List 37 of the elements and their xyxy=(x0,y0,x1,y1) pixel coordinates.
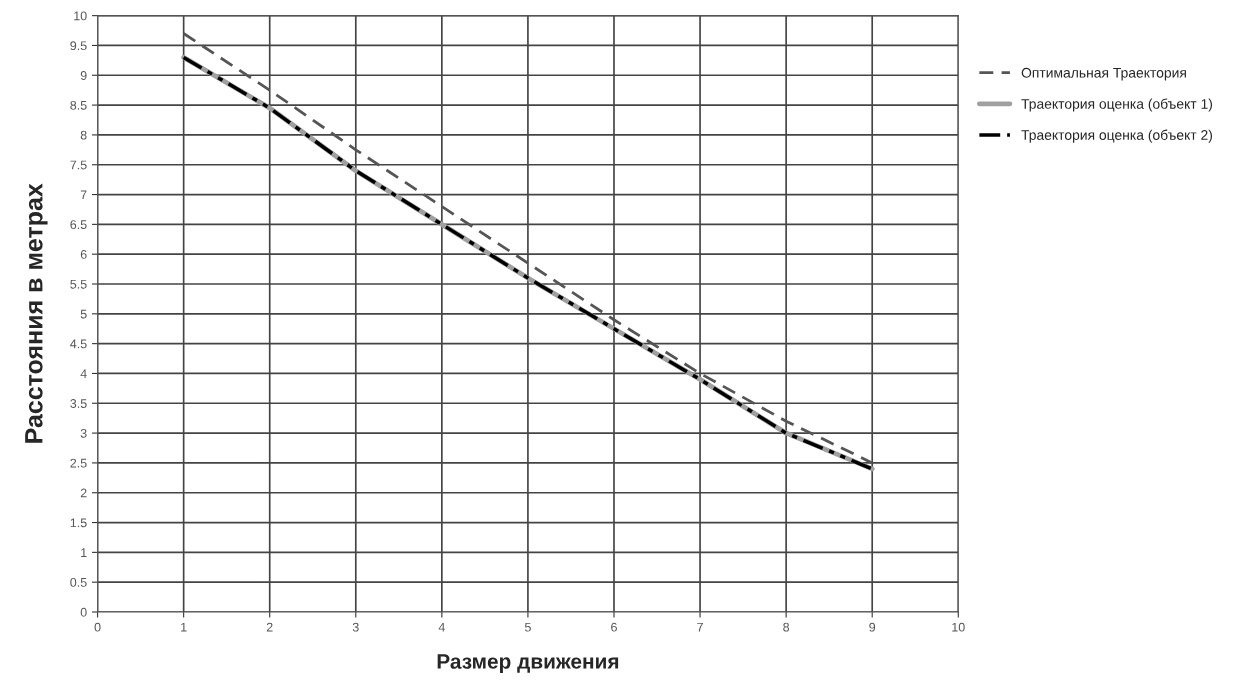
x-tick-label: 9 xyxy=(869,622,876,632)
y-tick-label: 2 xyxy=(80,488,87,498)
x-tick-label: 7 xyxy=(697,622,703,632)
y-tick-label: 1.5 xyxy=(70,518,87,528)
legend-label: Траектория оценка (объект 2) xyxy=(1021,129,1213,143)
y-tick-label: 5 xyxy=(80,309,87,319)
y-tick-label: 8.5 xyxy=(70,100,87,110)
y-tick-label: 6 xyxy=(80,249,87,259)
y-tick-label: 0.5 xyxy=(70,577,87,587)
x-tick-label: 0 xyxy=(94,622,101,632)
y-tick-label: 4.5 xyxy=(70,339,87,349)
y-tick-label: 10 xyxy=(74,11,87,21)
y-tick-label: 7 xyxy=(80,190,87,200)
y-tick-label: 9 xyxy=(80,71,87,80)
x-tick-label: 5 xyxy=(524,622,531,632)
y-tick-label: 8 xyxy=(80,130,87,140)
x-tick-label: 10 xyxy=(952,622,965,632)
x-tick-label: 6 xyxy=(611,622,617,632)
legend-label: Оптимальная Траектория xyxy=(1021,67,1186,81)
y-tick-label: 2.5 xyxy=(70,458,87,468)
x-tick-label: 3 xyxy=(352,622,359,632)
y-tick-label: 6.5 xyxy=(70,220,87,230)
y-tick-label: 0 xyxy=(80,607,87,617)
x-axis-title: Размер движения xyxy=(437,654,619,673)
x-tick-label: 4 xyxy=(438,622,445,632)
x-tick-label: 8 xyxy=(783,622,790,632)
y-axis-title: Расстояния в метрах xyxy=(25,183,48,443)
legend-label: Траектория оценка (объект 1) xyxy=(1021,98,1213,112)
x-tick-label: 1 xyxy=(181,622,187,632)
y-tick-label: 1 xyxy=(81,548,87,557)
y-tick-label: 9.5 xyxy=(70,41,87,51)
y-tick-label: 7.5 xyxy=(70,160,87,170)
y-tick-label: 4 xyxy=(80,369,87,378)
x-tick-label: 2 xyxy=(266,622,273,632)
y-tick-label: 3 xyxy=(80,428,87,438)
y-tick-label: 5.5 xyxy=(70,279,87,289)
y-tick-label: 3.5 xyxy=(70,399,87,408)
